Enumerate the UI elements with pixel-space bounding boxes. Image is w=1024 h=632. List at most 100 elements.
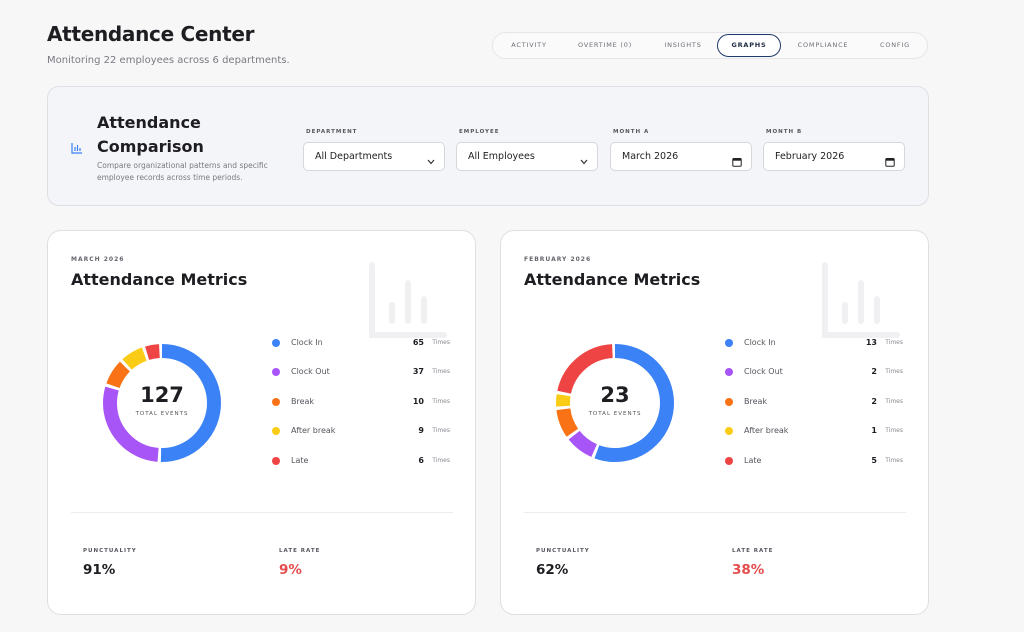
clock-out-segment — [103, 344, 221, 462]
month-a-label: MONTH A — [613, 129, 650, 135]
donut-chart — [103, 344, 221, 462]
legend-dot — [272, 368, 280, 376]
legend-unit: Times — [885, 427, 903, 434]
card-month: MARCH 2026 — [71, 256, 125, 263]
punctuality-value: 62% — [536, 562, 569, 578]
legend-count: 2 — [871, 367, 877, 376]
month-b-input[interactable]: February 2026 — [763, 142, 905, 171]
legend-dot — [272, 398, 280, 406]
legend-count: 5 — [871, 456, 877, 465]
tab-overtime[interactable]: OVERTIME (0) — [577, 41, 633, 49]
legend-label: Clock In — [744, 338, 776, 347]
comparison-description: Compare organizational patterns and spec… — [97, 161, 268, 182]
legend-unit: Times — [885, 339, 903, 346]
legend-unit: Times — [432, 398, 450, 405]
late-rate-value: 9% — [279, 562, 302, 578]
tab-bar: ACTIVITY OVERTIME (0) INSIGHTS GRAPHS CO… — [492, 32, 928, 59]
metrics-card-a: MARCH 2026 Attendance Metrics 127 TOTAL … — [47, 230, 476, 615]
month-a-input[interactable]: March 2026 — [610, 142, 752, 171]
punctuality-label: PUNCTUALITY — [536, 548, 590, 554]
tab-graphs[interactable]: GRAPHS — [717, 34, 781, 57]
department-label: DEPARTMENT — [306, 129, 358, 135]
total-events-value: 127 — [140, 383, 184, 407]
late-rate-label: LATE RATE — [732, 548, 774, 554]
total-events-value: 23 — [600, 383, 630, 407]
legend-dot — [725, 398, 733, 406]
tab-insights[interactable]: INSIGHTS — [664, 41, 702, 49]
employee-label: EMPLOYEE — [459, 129, 500, 135]
legend-dot — [725, 339, 733, 347]
bar-chart-icon — [368, 261, 448, 345]
legend-item: Clock In 13 Times — [725, 337, 903, 349]
tab-compliance[interactable]: COMPLIANCE — [797, 41, 849, 49]
month-b-value: February 2026 — [775, 151, 845, 162]
legend-dot — [272, 427, 280, 435]
legend-item: Late 6 Times — [272, 455, 450, 467]
calendar-icon[interactable] — [885, 151, 895, 178]
legend-item: Clock In 65 Times — [272, 337, 450, 349]
legend-label: Clock Out — [291, 367, 330, 376]
department-select[interactable]: All Departments — [303, 142, 445, 171]
donut-chart — [556, 344, 674, 462]
legend-dot — [725, 368, 733, 376]
bar-chart-icon — [821, 261, 901, 345]
divider — [524, 512, 906, 513]
legend-unit: Times — [885, 368, 903, 375]
legend-dot — [272, 339, 280, 347]
calendar-icon[interactable] — [732, 151, 742, 178]
late-rate-value: 38% — [732, 562, 765, 578]
legend-count: 13 — [865, 338, 877, 347]
legend-count: 37 — [412, 367, 424, 376]
legend-label: After break — [291, 426, 336, 435]
legend-unit: Times — [432, 368, 450, 375]
employee-select[interactable]: All Employees — [456, 142, 598, 171]
legend-count: 9 — [418, 426, 424, 435]
legend-count: 6 — [418, 456, 424, 465]
legend-dot — [725, 457, 733, 465]
comparison-title: Attendance Comparison — [97, 113, 204, 156]
legend-dot — [272, 457, 280, 465]
legend-item: Break 10 Times — [272, 396, 450, 408]
legend-item: Late 5 Times — [725, 455, 903, 467]
punctuality-value: 91% — [83, 562, 116, 578]
legend-count: 10 — [412, 397, 424, 406]
legend-count: 1 — [871, 426, 877, 435]
legend-label: Late — [291, 456, 309, 465]
tab-config[interactable]: CONFIG — [879, 41, 910, 49]
legend-label: Break — [291, 397, 315, 406]
chevron-down-icon — [580, 151, 588, 178]
legend-unit: Times — [885, 398, 903, 405]
legend-label: Break — [744, 397, 768, 406]
punctuality-label: PUNCTUALITY — [83, 548, 137, 554]
tab-activity[interactable]: ACTIVITY — [511, 41, 547, 49]
legend-label: After break — [744, 426, 789, 435]
after-break-segment — [556, 344, 674, 462]
legend-count: 2 — [871, 397, 877, 406]
card-title: Attendance Metrics — [524, 270, 701, 289]
card-month: FEBRUARY 2026 — [524, 256, 592, 263]
employee-value: All Employees — [468, 151, 535, 162]
legend-item: After break 1 Times — [725, 425, 903, 437]
page-title: Attendance Center — [47, 22, 255, 46]
legend-dot — [725, 427, 733, 435]
month-b-label: MONTH B — [766, 129, 803, 135]
total-events-caption: TOTAL EVENTS — [135, 411, 189, 417]
legend-label: Late — [744, 456, 762, 465]
bar-chart-icon — [71, 139, 83, 158]
legend-item: Clock Out 37 Times — [272, 366, 450, 378]
legend-label: Clock Out — [744, 367, 783, 376]
legend-unit: Times — [432, 339, 450, 346]
legend-unit: Times — [885, 457, 903, 464]
month-a-value: March 2026 — [622, 151, 679, 162]
legend-unit: Times — [432, 457, 450, 464]
card-title: Attendance Metrics — [71, 270, 248, 289]
late-rate-label: LATE RATE — [279, 548, 321, 554]
legend-label: Clock In — [291, 338, 323, 347]
legend-item: After break 9 Times — [272, 425, 450, 437]
total-events-caption: TOTAL EVENTS — [588, 411, 642, 417]
chevron-down-icon — [427, 151, 435, 178]
legend-item: Break 2 Times — [725, 396, 903, 408]
divider — [71, 512, 453, 513]
legend-count: 65 — [412, 338, 424, 347]
clock-in-segment — [103, 344, 221, 462]
